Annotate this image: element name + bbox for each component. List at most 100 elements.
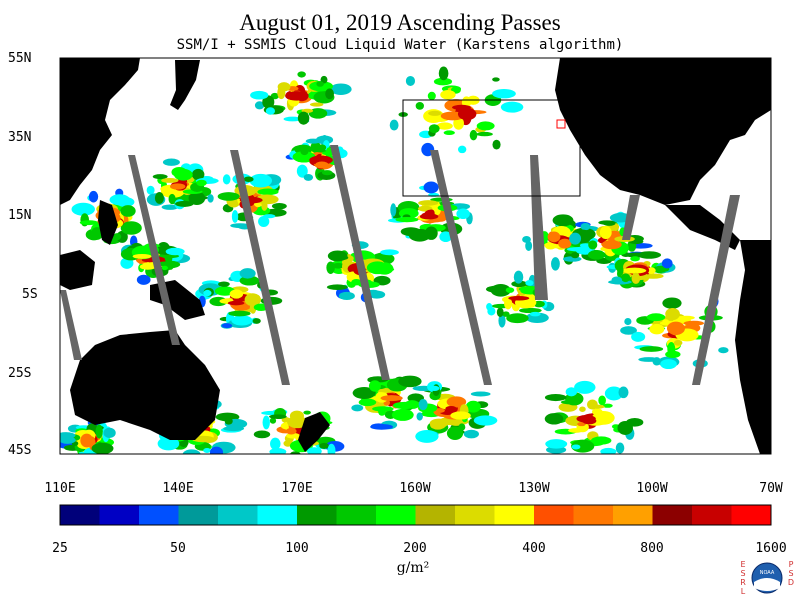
logo-letter: S xyxy=(740,569,745,578)
colorbar-swatch xyxy=(336,505,377,525)
lon-label-70w: 70W xyxy=(759,481,783,496)
lon-label-160w: 160W xyxy=(399,481,431,496)
cloud-patch xyxy=(270,437,281,450)
cloud-patch xyxy=(109,194,130,206)
cloud-patch xyxy=(161,178,179,183)
cloud-patch xyxy=(547,231,561,243)
cloud-patch xyxy=(600,447,617,454)
cloud-patch xyxy=(326,284,348,290)
cloud-patch xyxy=(577,422,586,427)
cloud-patch xyxy=(618,386,629,399)
cloud-patch xyxy=(155,261,178,267)
cloud-patch xyxy=(231,315,253,326)
colorbar-swatch xyxy=(178,505,219,525)
cloud-patch xyxy=(297,111,310,125)
cloud-patch xyxy=(291,91,305,98)
cloud-patch xyxy=(558,231,568,236)
colorbar-swatch xyxy=(494,505,535,525)
cloud-patch xyxy=(590,436,612,445)
logo-letter: P xyxy=(789,560,794,569)
colorbar-swatch xyxy=(415,505,456,525)
cloud-patch xyxy=(326,261,335,274)
cloud-patch xyxy=(218,281,230,287)
cloud-patch xyxy=(203,289,212,297)
cloud-patch xyxy=(446,426,464,441)
cloud-patch xyxy=(120,221,142,235)
cloud-patch xyxy=(229,289,244,299)
cloud-patch xyxy=(439,231,453,243)
cloud-patch xyxy=(317,144,327,151)
cloud-patch xyxy=(502,311,510,317)
cloud-patch xyxy=(352,387,376,399)
cloud-patch xyxy=(683,320,705,326)
cloud-patch xyxy=(620,273,631,283)
cloud-patch xyxy=(440,89,456,100)
cloud-patch xyxy=(222,174,231,185)
orbit-gap xyxy=(60,290,82,360)
cloud-patch xyxy=(338,291,355,301)
cloud-patch xyxy=(296,164,308,178)
colorbar-swatch xyxy=(218,505,258,525)
cloud-patch xyxy=(418,398,428,411)
cloud-patch xyxy=(511,280,528,288)
cloud-patch xyxy=(209,446,224,454)
cloud-patch xyxy=(428,124,440,134)
cloud-patch xyxy=(269,417,277,424)
cloud-patch xyxy=(492,77,500,82)
cloud-patch xyxy=(465,400,481,413)
cloud-patch xyxy=(269,414,287,419)
cloud-patch xyxy=(647,267,656,275)
cloud-patch xyxy=(639,346,664,352)
map-area xyxy=(60,58,771,454)
cloud-patch xyxy=(262,415,270,430)
cloud-patch xyxy=(438,66,449,81)
orbit-gap xyxy=(330,145,390,380)
asia-landmass xyxy=(60,58,140,205)
cloud-patch xyxy=(429,385,440,391)
cloud-patch xyxy=(80,433,94,448)
cloud-patch xyxy=(544,242,554,248)
cloud-patch xyxy=(227,300,245,306)
cloud-patch xyxy=(244,293,262,307)
cloud-patch xyxy=(168,193,176,205)
cloud-patch xyxy=(551,257,560,271)
cloud-patch xyxy=(297,71,306,78)
colorbar-swatch xyxy=(297,505,337,525)
cloud-patch xyxy=(630,256,640,262)
cloud-patch xyxy=(398,375,422,388)
cloud-patch xyxy=(307,447,322,454)
lat-label-35n: 35N xyxy=(8,130,32,145)
colorbar-swatch xyxy=(99,505,140,525)
cloud-patch xyxy=(277,86,286,100)
cloud-patch xyxy=(249,173,272,188)
cloud-patch xyxy=(132,253,152,259)
colorbar-swatch xyxy=(613,505,653,525)
cloud-patch xyxy=(602,403,613,408)
cloud-patch xyxy=(544,413,564,425)
cloud-patch xyxy=(476,121,495,131)
cloud-patch xyxy=(571,444,581,450)
cloud-patch xyxy=(560,399,582,405)
lon-label-110e: 110E xyxy=(44,481,76,496)
cloud-patch xyxy=(631,272,641,284)
cloud-patch xyxy=(250,90,269,100)
cloud-patch xyxy=(254,101,265,110)
cloud-patch xyxy=(300,147,309,156)
cloud-patch xyxy=(395,216,419,223)
cloud-patch xyxy=(469,129,478,141)
colorbar-tick-200: 200 xyxy=(403,541,427,556)
land-masses xyxy=(60,58,771,454)
cloud-patch xyxy=(423,181,439,194)
cloud-patch xyxy=(492,139,501,150)
cloud-patch xyxy=(113,233,122,241)
cloud-patch xyxy=(622,267,647,274)
logo-letter: E xyxy=(740,560,745,569)
cloud-patch xyxy=(182,449,201,454)
cloud-patch xyxy=(309,102,324,107)
cloud-patch xyxy=(332,262,345,269)
colorbar-swatch xyxy=(455,505,495,525)
cloud-patch xyxy=(505,287,515,293)
cloud-patch xyxy=(283,116,302,122)
cloud-patch xyxy=(673,339,683,346)
cloud-patch xyxy=(165,247,185,256)
